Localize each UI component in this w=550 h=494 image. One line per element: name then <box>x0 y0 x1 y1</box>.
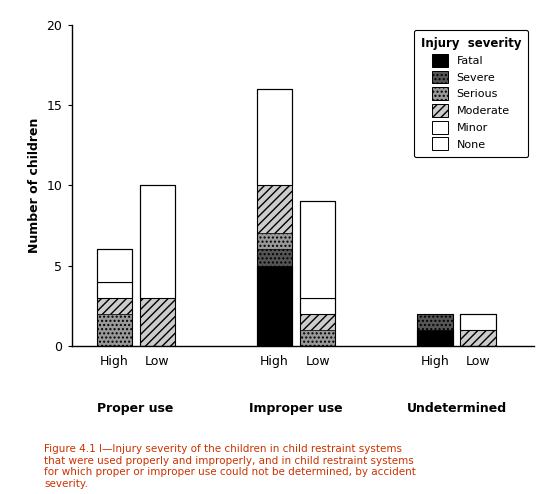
Bar <box>257 249 292 266</box>
Bar <box>417 314 453 330</box>
Bar <box>300 314 336 330</box>
Bar <box>417 314 453 346</box>
Bar <box>257 234 292 249</box>
Bar <box>417 330 453 346</box>
Text: Figure 4.1 I—Injury severity of the children in child restraint systems
that wer: Figure 4.1 I—Injury severity of the chil… <box>44 444 416 489</box>
Bar <box>460 314 496 346</box>
Bar <box>257 89 292 346</box>
Bar <box>460 330 496 346</box>
Bar <box>97 297 132 314</box>
Bar <box>300 202 336 297</box>
Bar <box>140 185 175 346</box>
Bar <box>257 266 292 346</box>
Bar <box>300 297 336 314</box>
Bar <box>97 282 132 297</box>
Legend: Fatal, Severe, Serious, Moderate, Minor, None: Fatal, Severe, Serious, Moderate, Minor,… <box>414 30 528 157</box>
Bar <box>300 330 336 346</box>
Bar <box>140 297 175 346</box>
Bar <box>460 314 496 330</box>
Text: Proper use: Proper use <box>97 402 174 415</box>
Bar <box>97 249 132 346</box>
Bar <box>257 89 292 185</box>
Text: Undetermined: Undetermined <box>406 402 507 415</box>
Bar <box>97 249 132 282</box>
Bar <box>257 185 292 234</box>
Bar <box>140 185 175 297</box>
Y-axis label: Number of children: Number of children <box>28 118 41 253</box>
Bar <box>97 314 132 346</box>
Bar <box>300 202 336 346</box>
Text: Improper use: Improper use <box>249 402 343 415</box>
